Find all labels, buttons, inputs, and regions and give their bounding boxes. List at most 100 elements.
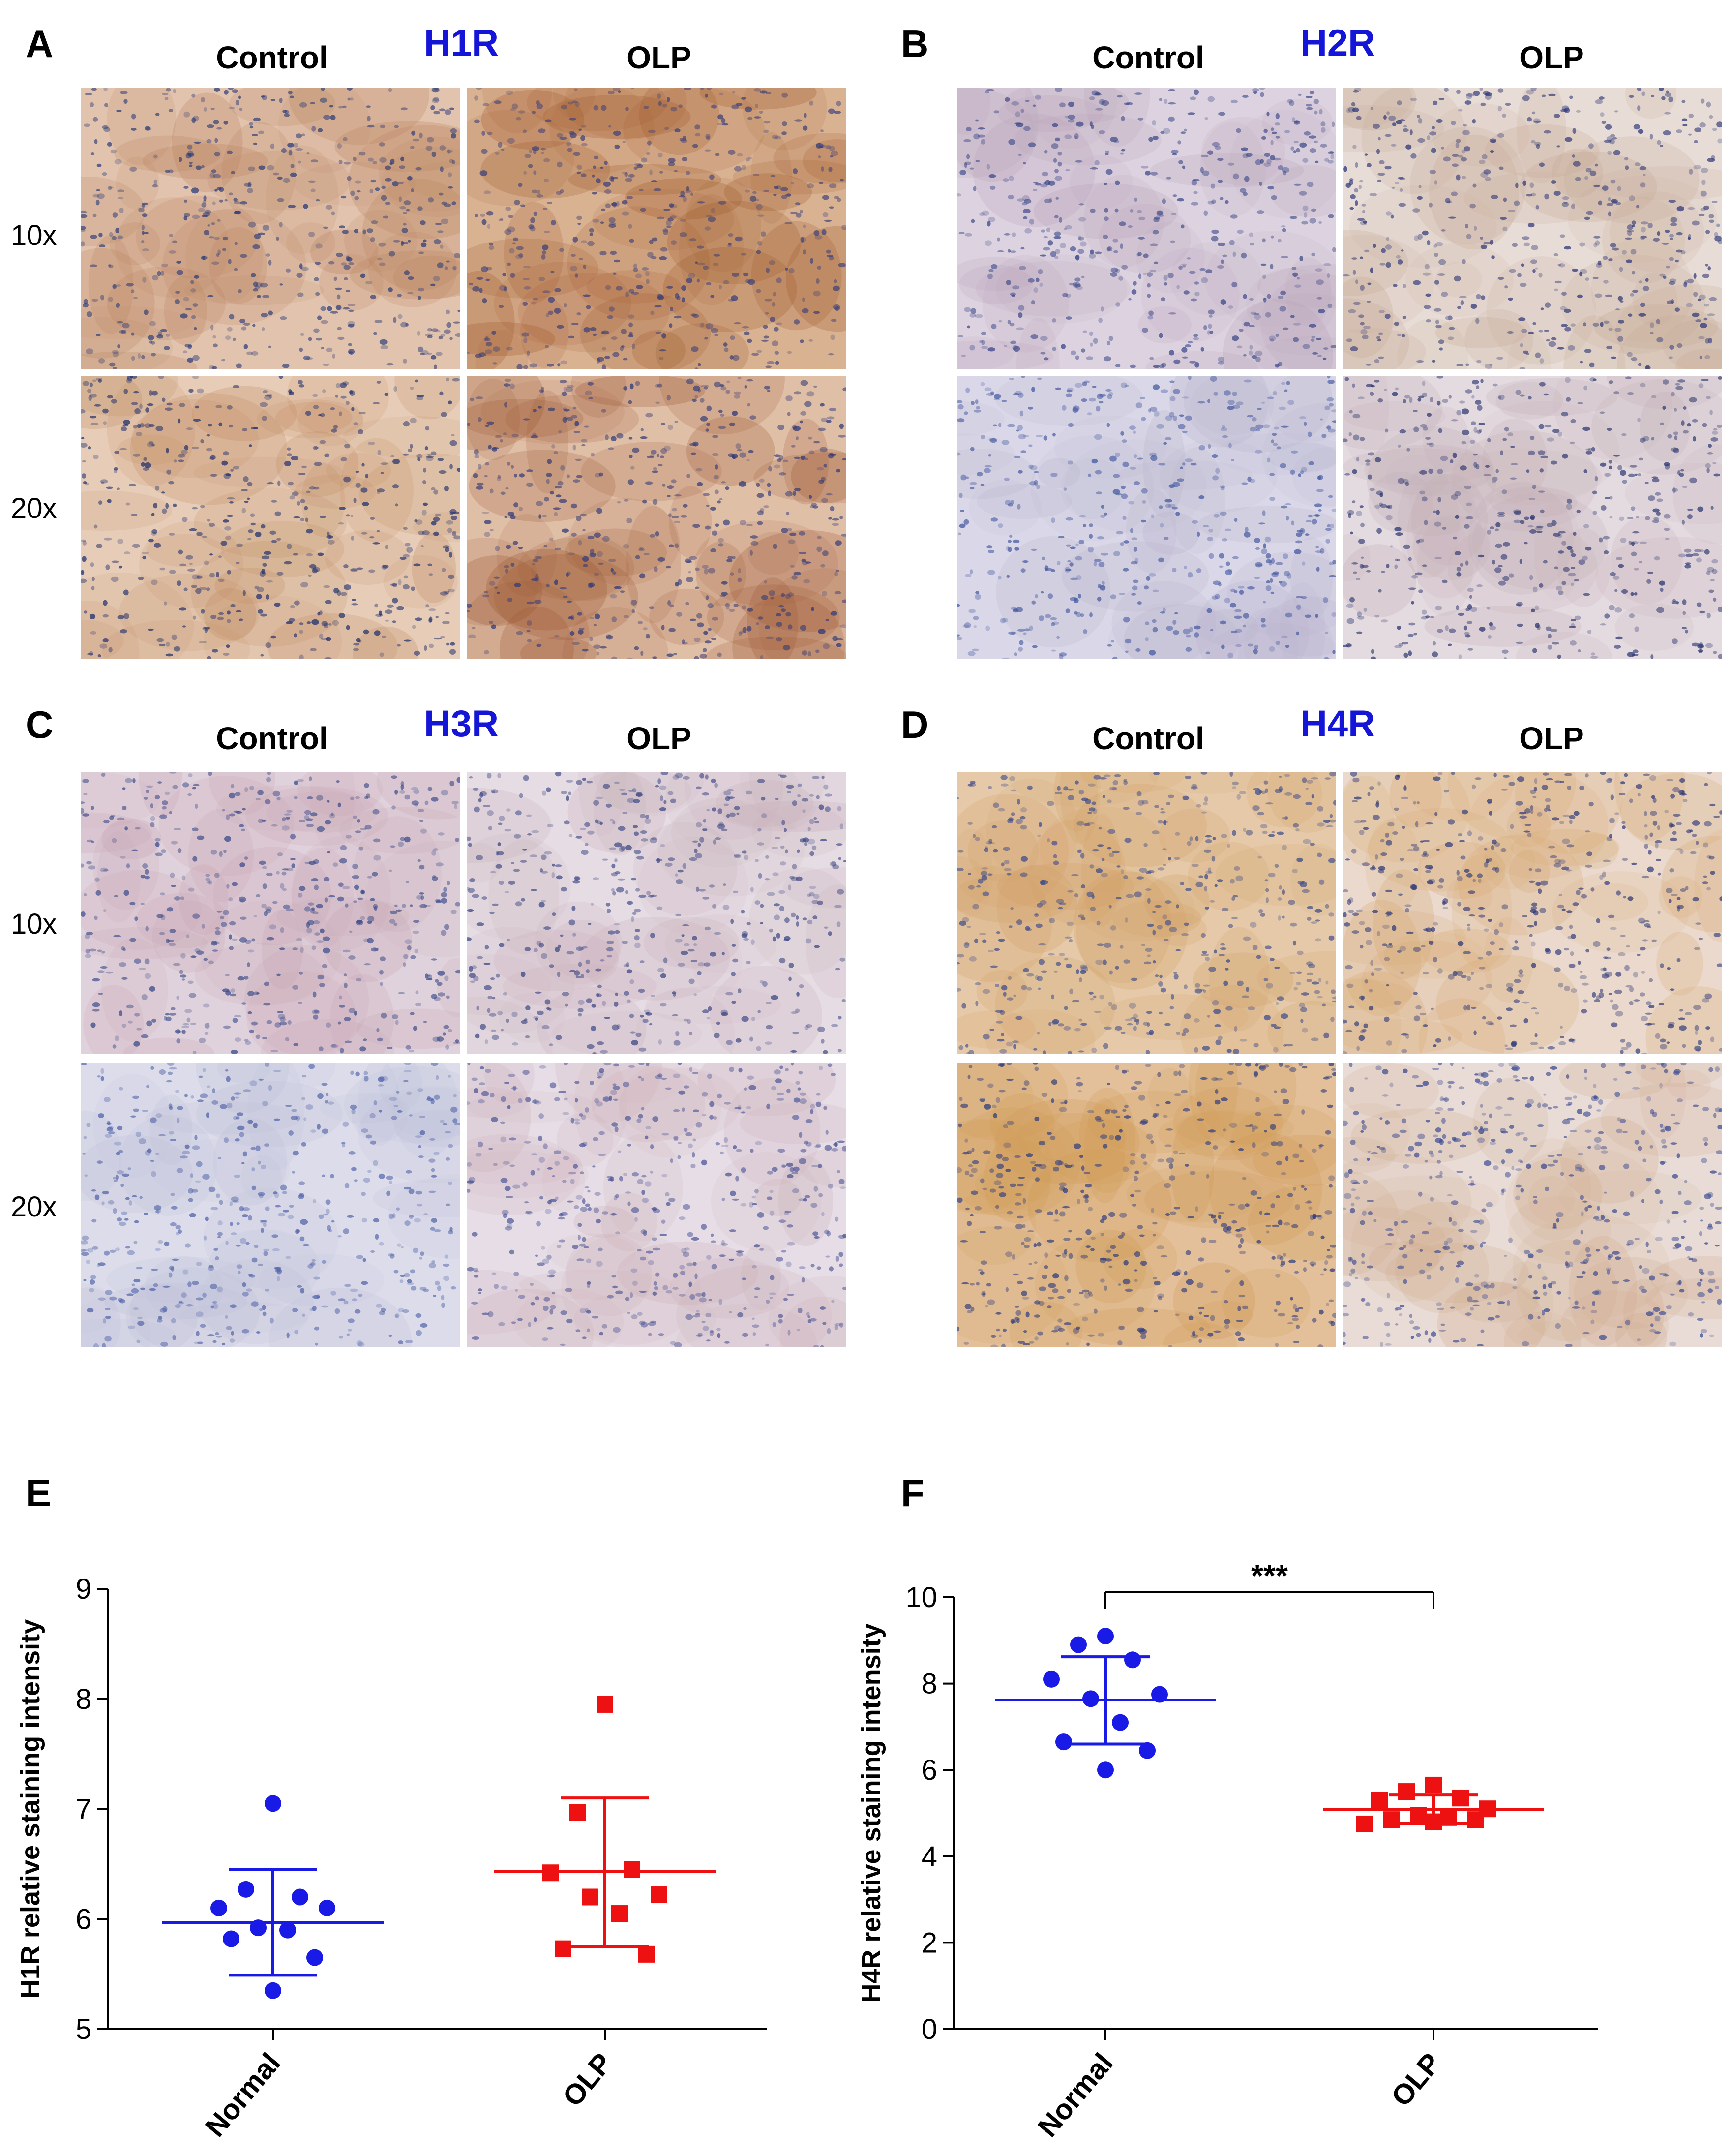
data-point	[651, 1886, 667, 1904]
data-point	[319, 1899, 335, 1916]
data-point	[1082, 1690, 1099, 1707]
micrograph-c-olp-20x	[467, 1063, 846, 1347]
y-tick-label: 0	[922, 2013, 937, 2045]
olp-label-b: OLP	[1519, 40, 1584, 75]
magnification-10x-a: 10x	[11, 219, 57, 251]
magnification-10x-c: 10x	[11, 908, 57, 940]
x-tick-label-normal: Normal	[1032, 2047, 1119, 2143]
micrograph-c-olp-10x	[467, 772, 846, 1054]
data-point	[1151, 1686, 1168, 1703]
y-tick-label: 2	[922, 1927, 937, 1959]
micrograph-d-olp-10x	[1343, 772, 1722, 1054]
data-point	[624, 1861, 640, 1878]
y-axis-label: H4R relative staining intensity	[857, 1623, 886, 2003]
data-point	[210, 1899, 227, 1916]
y-tick-label: 10	[905, 1581, 937, 1613]
x-tick-label-normal: Normal	[199, 2047, 287, 2143]
data-point	[1383, 1811, 1400, 1828]
x-tick-label-olp: OLP	[557, 2047, 619, 2113]
significance-label: ***	[1251, 1558, 1288, 1593]
micrograph-b-olp-20x	[1343, 376, 1722, 659]
panel-letter-d: D	[901, 703, 929, 746]
panel-letter-e: E	[26, 1471, 52, 1515]
olp-label-c: OLP	[627, 721, 691, 756]
micrograph-a-control-20x	[81, 376, 460, 659]
data-point	[265, 1982, 281, 1999]
micrograph-a-control-10x	[81, 88, 460, 369]
y-tick-label: 8	[922, 1668, 937, 1700]
series-olp	[1323, 1776, 1544, 1832]
data-point	[1070, 1636, 1087, 1653]
series-olp	[494, 1696, 716, 1963]
data-point	[1452, 1790, 1469, 1807]
data-point	[1410, 1807, 1427, 1824]
data-point	[292, 1888, 308, 1906]
micrograph-d-control-20x	[957, 1063, 1336, 1347]
panel-letter-b: B	[901, 22, 929, 65]
data-point	[1425, 1776, 1442, 1793]
olp-label-a: OLP	[627, 40, 691, 75]
micrograph-a-olp-20x	[467, 376, 846, 659]
significance-bracket: ***	[1104, 1558, 1434, 1609]
y-tick-label: 6	[76, 1903, 91, 1935]
magnification-20x-c: 20x	[11, 1191, 57, 1223]
data-point	[1398, 1783, 1415, 1800]
micrograph-c-control-10x	[81, 772, 460, 1054]
control-label-b: Control	[1092, 40, 1204, 75]
x-tick-label-olp: OLP	[1385, 2047, 1447, 2113]
y-tick-label: 7	[76, 1793, 91, 1825]
micrograph-b-olp-10x	[1343, 88, 1722, 369]
series-normal	[162, 1795, 384, 1999]
data-point	[555, 1940, 571, 1957]
data-point	[1467, 1811, 1484, 1828]
micrograph-d-olp-20x	[1343, 1063, 1722, 1347]
data-point	[611, 1905, 628, 1922]
data-point	[1055, 1733, 1072, 1751]
magnification-20x-a: 20x	[11, 492, 57, 524]
receptor-label-h4r: H4R	[1300, 703, 1375, 745]
data-point	[1124, 1651, 1141, 1669]
y-tick-label: 6	[922, 1754, 937, 1786]
y-tick-label: 9	[76, 1573, 91, 1605]
y-axis-label: H1R relative staining intensity	[16, 1619, 45, 1999]
y-tick-label: 4	[922, 1841, 937, 1873]
data-point	[1371, 1792, 1388, 1809]
panel-letter-c: C	[26, 703, 54, 746]
data-point	[582, 1888, 598, 1906]
y-tick-label: 8	[76, 1683, 91, 1715]
data-point	[597, 1696, 613, 1713]
data-point	[250, 1919, 267, 1937]
scatter-chart-h4r: 0 2 4 6 8 10 H4R relative staining intensity No…	[857, 1558, 1598, 2143]
micrograph-c-control-20x	[81, 1063, 460, 1347]
series-normal	[995, 1628, 1216, 1779]
control-label-c: Control	[216, 721, 328, 756]
olp-label-d: OLP	[1519, 721, 1584, 756]
data-point	[1440, 1809, 1457, 1826]
data-point	[306, 1949, 323, 1966]
data-point	[1097, 1761, 1114, 1779]
micrograph-b-control-10x	[957, 88, 1336, 369]
micrograph-a-olp-10x	[467, 88, 846, 369]
data-point	[1097, 1628, 1114, 1645]
data-point	[1043, 1670, 1060, 1688]
receptor-label-h1r: H1R	[423, 22, 499, 64]
data-point	[238, 1881, 254, 1898]
scatter-chart-h1r: 5 6 7 8 9 H1R relative staining intensity Norm…	[16, 1573, 767, 2143]
data-point	[1356, 1815, 1373, 1832]
y-tick-label: 5	[76, 2013, 91, 2045]
data-point	[279, 1921, 296, 1939]
receptor-label-h2r: H2R	[1300, 22, 1375, 64]
data-point	[1139, 1742, 1156, 1759]
data-point	[638, 1945, 655, 1963]
data-point	[265, 1795, 281, 1812]
panel-letter-a: A	[26, 22, 54, 65]
data-point	[1112, 1714, 1129, 1731]
data-point	[1425, 1813, 1442, 1830]
micrograph-b-control-20x	[957, 376, 1336, 659]
data-point	[569, 1804, 586, 1821]
panel-letter-f: F	[901, 1471, 925, 1515]
data-point	[223, 1930, 239, 1947]
micrograph-d-control-10x	[957, 772, 1336, 1054]
data-point	[542, 1864, 559, 1882]
control-label-a: Control	[216, 40, 328, 75]
